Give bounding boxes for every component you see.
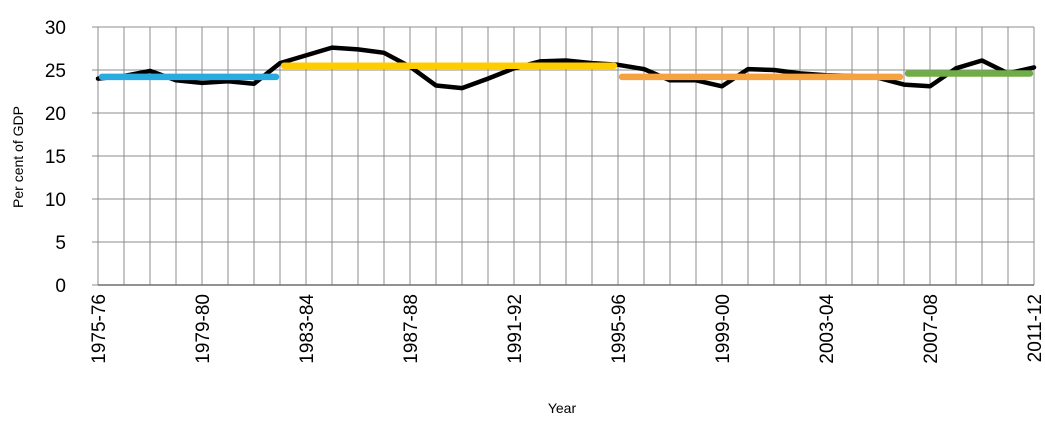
x-tick-label: 2007-08 [921,294,942,364]
x-axis-ticks: 1975-76 1979-80 1983-84 1987-88 1991-92 1995-… [89,294,1045,364]
x-tick-label: 2011-12 [1025,294,1045,362]
x-tick-label: 1991-92 [505,294,526,364]
y-tick-label: 25 [45,61,66,82]
y-tick-label: 5 [55,233,66,254]
y-axis-ticks: 0 5 10 15 20 25 30 [45,18,98,297]
y-tick-label: 10 [45,190,66,211]
x-tick-label: 1979-80 [193,294,214,364]
y-axis-label: Per cent of GDP [10,106,26,208]
y-tick-label: 30 [45,18,66,39]
x-tick-label: 1975-76 [89,294,110,364]
y-tick-label: 15 [45,147,66,168]
y-tick-label: 0 [55,276,66,297]
y-tick-label: 20 [45,104,66,125]
x-axis-label: Year [548,400,577,416]
x-tick-label: 1999-00 [713,294,734,364]
x-tick-label: 1987-88 [401,294,422,364]
x-tick-label: 1983-84 [297,294,318,364]
x-tick-label: 2003-04 [817,294,838,364]
x-tick-label: 1995-96 [609,294,630,364]
